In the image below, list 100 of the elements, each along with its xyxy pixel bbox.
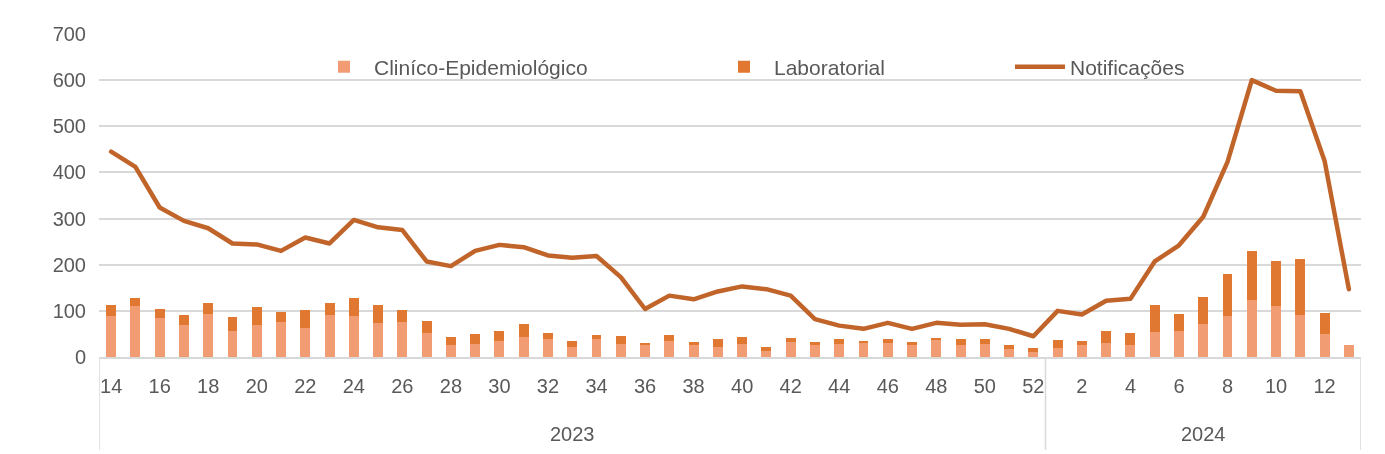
bar	[955, 345, 966, 357]
bar	[1271, 261, 1282, 307]
x-tick-label: 2	[1076, 374, 1088, 397]
x-tick-label: 26	[391, 374, 414, 397]
text: 2023	[550, 423, 595, 445]
bar	[543, 332, 553, 339]
x-tick-label: 22	[294, 374, 317, 397]
bar	[567, 340, 578, 347]
bar	[761, 346, 772, 351]
x-tick-label: 52	[1022, 374, 1045, 397]
x-tick-label: 40	[731, 374, 754, 397]
bar	[251, 325, 262, 357]
bar	[421, 333, 432, 357]
x-tick-label: 4	[1124, 374, 1136, 397]
bar	[1295, 259, 1306, 316]
bar	[543, 338, 553, 357]
bar	[809, 341, 820, 345]
y-tick-label: 200	[52, 253, 86, 276]
bar	[785, 342, 796, 357]
bar	[1222, 274, 1233, 316]
x-tick-label: 28	[439, 374, 463, 397]
x-tick-label: 24	[342, 374, 365, 397]
bar	[834, 344, 845, 357]
bar	[931, 339, 942, 357]
y-tick-label: 500	[52, 115, 86, 138]
bar	[373, 304, 384, 324]
bar	[518, 336, 529, 357]
x-tick-label: 38	[682, 374, 705, 397]
bar	[1076, 340, 1087, 345]
y-tick-label: 0	[74, 346, 86, 368]
bar	[130, 298, 141, 307]
bar	[1198, 323, 1209, 357]
x-tick-label: 44	[828, 374, 851, 397]
x-tick-label: 12	[1313, 374, 1336, 397]
bar	[737, 343, 748, 357]
bar	[1198, 297, 1209, 324]
bar	[664, 335, 675, 341]
bar	[882, 339, 893, 344]
legend-label: Laboratorial	[774, 55, 885, 79]
bar	[1052, 339, 1063, 348]
x-tick-label: 34	[585, 374, 608, 397]
bar	[1125, 345, 1136, 357]
bar	[664, 340, 675, 357]
x-tick-label: 8	[1221, 374, 1234, 397]
bar	[421, 320, 432, 334]
bar	[737, 337, 748, 344]
bar	[1028, 351, 1039, 357]
bar	[1246, 251, 1257, 300]
bar	[154, 309, 165, 318]
y-tick-label: 400	[52, 161, 86, 184]
bar	[494, 340, 505, 357]
bar	[640, 344, 651, 357]
bar	[251, 307, 262, 326]
bar	[324, 302, 335, 316]
bar	[979, 339, 990, 345]
bar	[761, 351, 772, 357]
bar	[445, 337, 456, 346]
bar	[1004, 349, 1015, 357]
bar	[373, 323, 384, 357]
x-tick-label: 20	[245, 374, 268, 397]
bar	[1149, 304, 1160, 333]
bar	[1052, 347, 1063, 357]
x-tick-label: 6	[1173, 374, 1185, 397]
bar	[1101, 331, 1112, 344]
x-tick-label: 50	[973, 374, 996, 397]
y-tick-label: 700	[52, 23, 86, 45]
x-tick-label: 30	[488, 374, 511, 397]
bar	[397, 321, 408, 357]
bar	[154, 317, 165, 357]
y-tick-label: 600	[52, 69, 86, 92]
bar	[130, 306, 141, 357]
bar	[494, 331, 505, 341]
bar	[907, 341, 917, 345]
bar	[203, 303, 214, 314]
bar	[348, 297, 359, 317]
bar	[688, 344, 699, 357]
bar	[276, 311, 286, 322]
bar	[106, 315, 117, 357]
bar	[955, 338, 966, 345]
y-tick-label: 300	[52, 207, 86, 230]
bar	[615, 336, 626, 345]
bar	[1246, 299, 1257, 357]
bar	[1101, 343, 1112, 357]
bar	[712, 346, 723, 357]
bar	[1174, 331, 1184, 357]
bar	[567, 346, 578, 357]
bar	[809, 345, 820, 357]
bar	[445, 345, 456, 357]
bar	[276, 321, 286, 357]
x-tick-label: 10	[1264, 374, 1288, 397]
bar	[470, 343, 481, 357]
bar	[106, 304, 117, 316]
bar	[785, 338, 796, 343]
bar	[1076, 345, 1087, 357]
text: 2024	[1181, 423, 1226, 445]
bar	[178, 325, 189, 357]
bar	[1222, 315, 1233, 357]
bar	[324, 315, 335, 357]
x-tick-label: 42	[779, 374, 802, 397]
bar	[882, 343, 893, 357]
